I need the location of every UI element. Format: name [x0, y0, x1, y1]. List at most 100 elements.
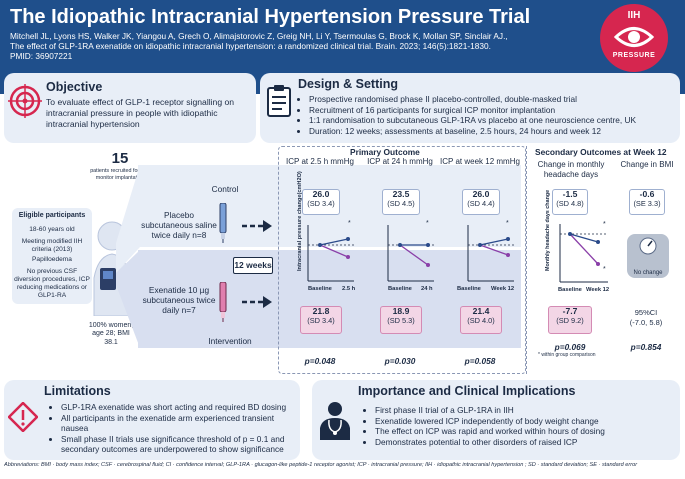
headache-col-head: Change in monthly headache days [537, 160, 605, 179]
limitation-bullet: Small phase II trials use significance t… [61, 434, 298, 455]
chart3-x1: Week 12 [491, 286, 515, 292]
design-bullet: Recruitment of 16 participants for surgi… [309, 105, 678, 116]
primary-col-head: ICP at 24 h mmHg [367, 157, 433, 166]
limitation-bullet: All participants in the exenatide arm ex… [61, 413, 298, 434]
design-list: Prospective randomised phase II placebo-… [298, 94, 678, 136]
significance-star: * [603, 221, 606, 228]
headache-control-value: -1.5 (SD 4.8) [552, 189, 588, 215]
intervention-endpoint [596, 262, 600, 266]
target-icon [8, 84, 42, 118]
criterion-item: Meeting modified IIH criteria (2013) [21, 238, 83, 253]
intervention-icp-value: 18.9 (SD 5.3) [380, 306, 422, 334]
criterion-item: 18-60 years old [29, 226, 75, 233]
participant-count: 15 [111, 150, 129, 167]
secondary-title: Secondary Outcomes at Week 12 [535, 147, 667, 157]
placebo-pen-icon [219, 203, 227, 243]
intervention-trend-line [479, 244, 509, 256]
criterion-item: No previous CSF diversion procedures, IC… [14, 268, 90, 299]
secondary-separator [526, 146, 527, 374]
limitations-list: GLP-1RA exenatide was short acting and r… [50, 402, 298, 455]
significance-star: * [603, 266, 606, 273]
primary-mini-charts [307, 225, 514, 282]
intervention-endpoint [426, 263, 430, 267]
baseline-point [398, 243, 402, 247]
importance-title: Importance and Clinical Implications [358, 384, 576, 398]
design-bullet: Duration: 12 weeks; assessments at basel… [309, 126, 678, 137]
headache-mini-chart [559, 224, 608, 283]
exenatide-description: Exenatide 10 µg subcutaneous twice daily… [142, 285, 216, 315]
importance-list: First phase II trial of a GLP-1RA in IIH… [364, 405, 676, 447]
control-endpoint [596, 240, 600, 244]
p-value: p=0.030 [384, 356, 416, 366]
control-endpoint [426, 243, 430, 247]
design-bullet: 1:1 randomisation to subcutaneous GLP-1R… [309, 115, 678, 126]
participant-count-note: patients recruited for ICP monitor impla… [90, 168, 150, 181]
importance-bullet: Exenatide lowered ICP independently of b… [375, 416, 676, 427]
authors: Mitchell JL, Lyons HS, Walker JK, Yiango… [10, 31, 508, 41]
eligibility-panel [12, 208, 92, 304]
headache-x0: Baseline [558, 287, 582, 293]
chart2-x1: 24 h [421, 286, 433, 292]
criterion-item: Papilloedema [32, 256, 72, 263]
limitations-title: Limitations [44, 384, 111, 398]
intervention-label: Intervention [208, 336, 252, 346]
chart3-x0: Baseline [457, 286, 481, 292]
design-title: Design & Setting [298, 77, 399, 91]
intervention-endpoint [506, 253, 510, 257]
logo-top-text: IIH [627, 10, 641, 21]
objective-panel [4, 73, 256, 143]
bmi-control-value: -0.6 (SE 3.3) [629, 189, 665, 215]
baseline-point [478, 243, 482, 247]
importance-panel [312, 380, 680, 460]
bmi-scale-label: No change [633, 270, 663, 276]
control-label: Control [211, 184, 239, 194]
intervention-endpoint [346, 255, 350, 259]
control-endpoint [346, 237, 350, 241]
intervention-arrow-icon [242, 296, 272, 308]
primary-col-head: ICP at week 12 mmHg [440, 157, 520, 166]
logo-bottom-text: PRESSURE [612, 52, 656, 59]
control-trend-line [479, 238, 509, 246]
control-trend-line [319, 238, 349, 246]
control-endpoint [506, 237, 510, 241]
clipboard-icon [267, 85, 291, 117]
control-icp-value: 26.0 (SD 3.4) [302, 189, 340, 215]
baseline-point [318, 243, 322, 247]
limitation-bullet: GLP-1RA exenatide was short acting and r… [61, 402, 298, 413]
demographics: 100% women; age 28; BMI 38.1 [88, 322, 134, 346]
warning-icon [8, 402, 38, 432]
p-value: p=0.048 [304, 356, 336, 366]
weighing-scale-icon [627, 234, 669, 278]
eye-icon [614, 27, 654, 47]
headache-x1: Week 12 [586, 287, 610, 293]
headache-y-label: Monthly headache days change [545, 189, 551, 271]
significance-star: * [426, 220, 429, 227]
page-title: The Idiopathic Intracranial Hypertension… [10, 6, 531, 28]
intervention-trend-line [569, 233, 599, 265]
reference: The effect of GLP-1RA exenatide on idiop… [10, 41, 491, 51]
design-panel [260, 73, 680, 143]
primary-col-head: ICP at 2.5 h mmHg [286, 157, 354, 166]
baseline-point [568, 232, 572, 236]
pmid: PMID: 36907221 [10, 51, 73, 61]
headache-p-value: p=0.069 [554, 342, 586, 352]
exenatide-pen-icon [219, 282, 227, 322]
iih-pressure-logo: IIH PRESSURE [600, 4, 668, 72]
chart1-x0: Baseline [308, 286, 332, 292]
arm-split-wedge [116, 165, 140, 348]
eligibility-title: Eligible participants [18, 212, 86, 219]
intervention-icp-value: 21.8 (SD 3.4) [300, 306, 342, 334]
significance-star: * [506, 220, 509, 227]
limitations-panel [4, 380, 300, 460]
importance-bullet: The effect on ICP was rapid and worked w… [375, 426, 676, 437]
control-icp-value: 23.5 (SD 4.5) [382, 189, 420, 215]
objective-title: Objective [46, 80, 103, 94]
significance-star: * [348, 220, 351, 227]
bmi-p-value: p=0.854 [630, 342, 662, 352]
chart1-x1: 2.5 h [342, 286, 356, 292]
chart2-x0: Baseline [388, 286, 412, 292]
abbreviations: Abbreviations: BMI · body mass index; CS… [4, 462, 638, 468]
control-trend-line [569, 233, 599, 243]
intervention-icp-value: 21.4 (SD 4.0) [460, 306, 502, 334]
importance-bullet: Demonstrates potential to other disorder… [375, 437, 676, 448]
